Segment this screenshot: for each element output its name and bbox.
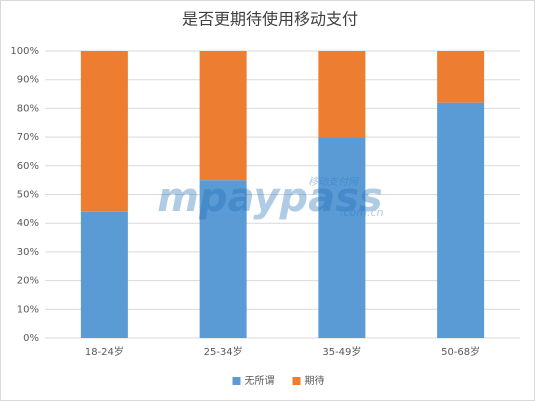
legend-swatch: [292, 377, 301, 385]
y-tick-label: 30%: [17, 247, 39, 258]
watermark-domain: .com.cn: [340, 206, 384, 219]
watermark-name: 移动支付网: [308, 176, 360, 188]
chart-title: 是否更期待使用移动支付: [182, 10, 358, 29]
plot-area: 0% 10% 20% 30% 40% 50% 60% 70% 80% 90% 100% 18-24岁 2…: [10, 46, 520, 387]
y-tick-label: 60%: [17, 161, 39, 172]
watermark-logo: mpaypass: [157, 175, 382, 221]
legend-label: 期待: [305, 374, 325, 387]
bar-segment: [199, 180, 247, 338]
bar-segment: [318, 137, 366, 338]
x-tick-label: 25-34岁: [204, 345, 243, 358]
bar-segment: [80, 51, 128, 212]
x-tick-label: 18-24岁: [85, 345, 124, 358]
legend-swatch: [232, 377, 241, 385]
y-tick-label: 90%: [17, 75, 39, 86]
bar-segment: [199, 51, 247, 181]
watermark: mpaypass .com.cn 移动支付网: [157, 175, 383, 221]
y-tick-label: 50%: [17, 190, 39, 201]
bar-segment: [80, 211, 128, 338]
y-tick-label: 10%: [17, 304, 39, 315]
y-tick-label: 20%: [17, 276, 39, 287]
x-tick-label: 35-49岁: [322, 345, 361, 358]
y-tick-label: 40%: [17, 218, 39, 229]
bar-segment: [318, 51, 366, 138]
y-tick-label: 100%: [10, 46, 39, 57]
bar-segment: [437, 51, 485, 103]
bar-segment: [437, 102, 485, 338]
y-tick-label: 0%: [23, 333, 39, 344]
y-tick-label: 80%: [17, 103, 39, 114]
x-tick-label: 50-68岁: [441, 345, 480, 358]
legend-label: 无所谓: [245, 375, 275, 387]
y-tick-label: 70%: [17, 132, 39, 143]
